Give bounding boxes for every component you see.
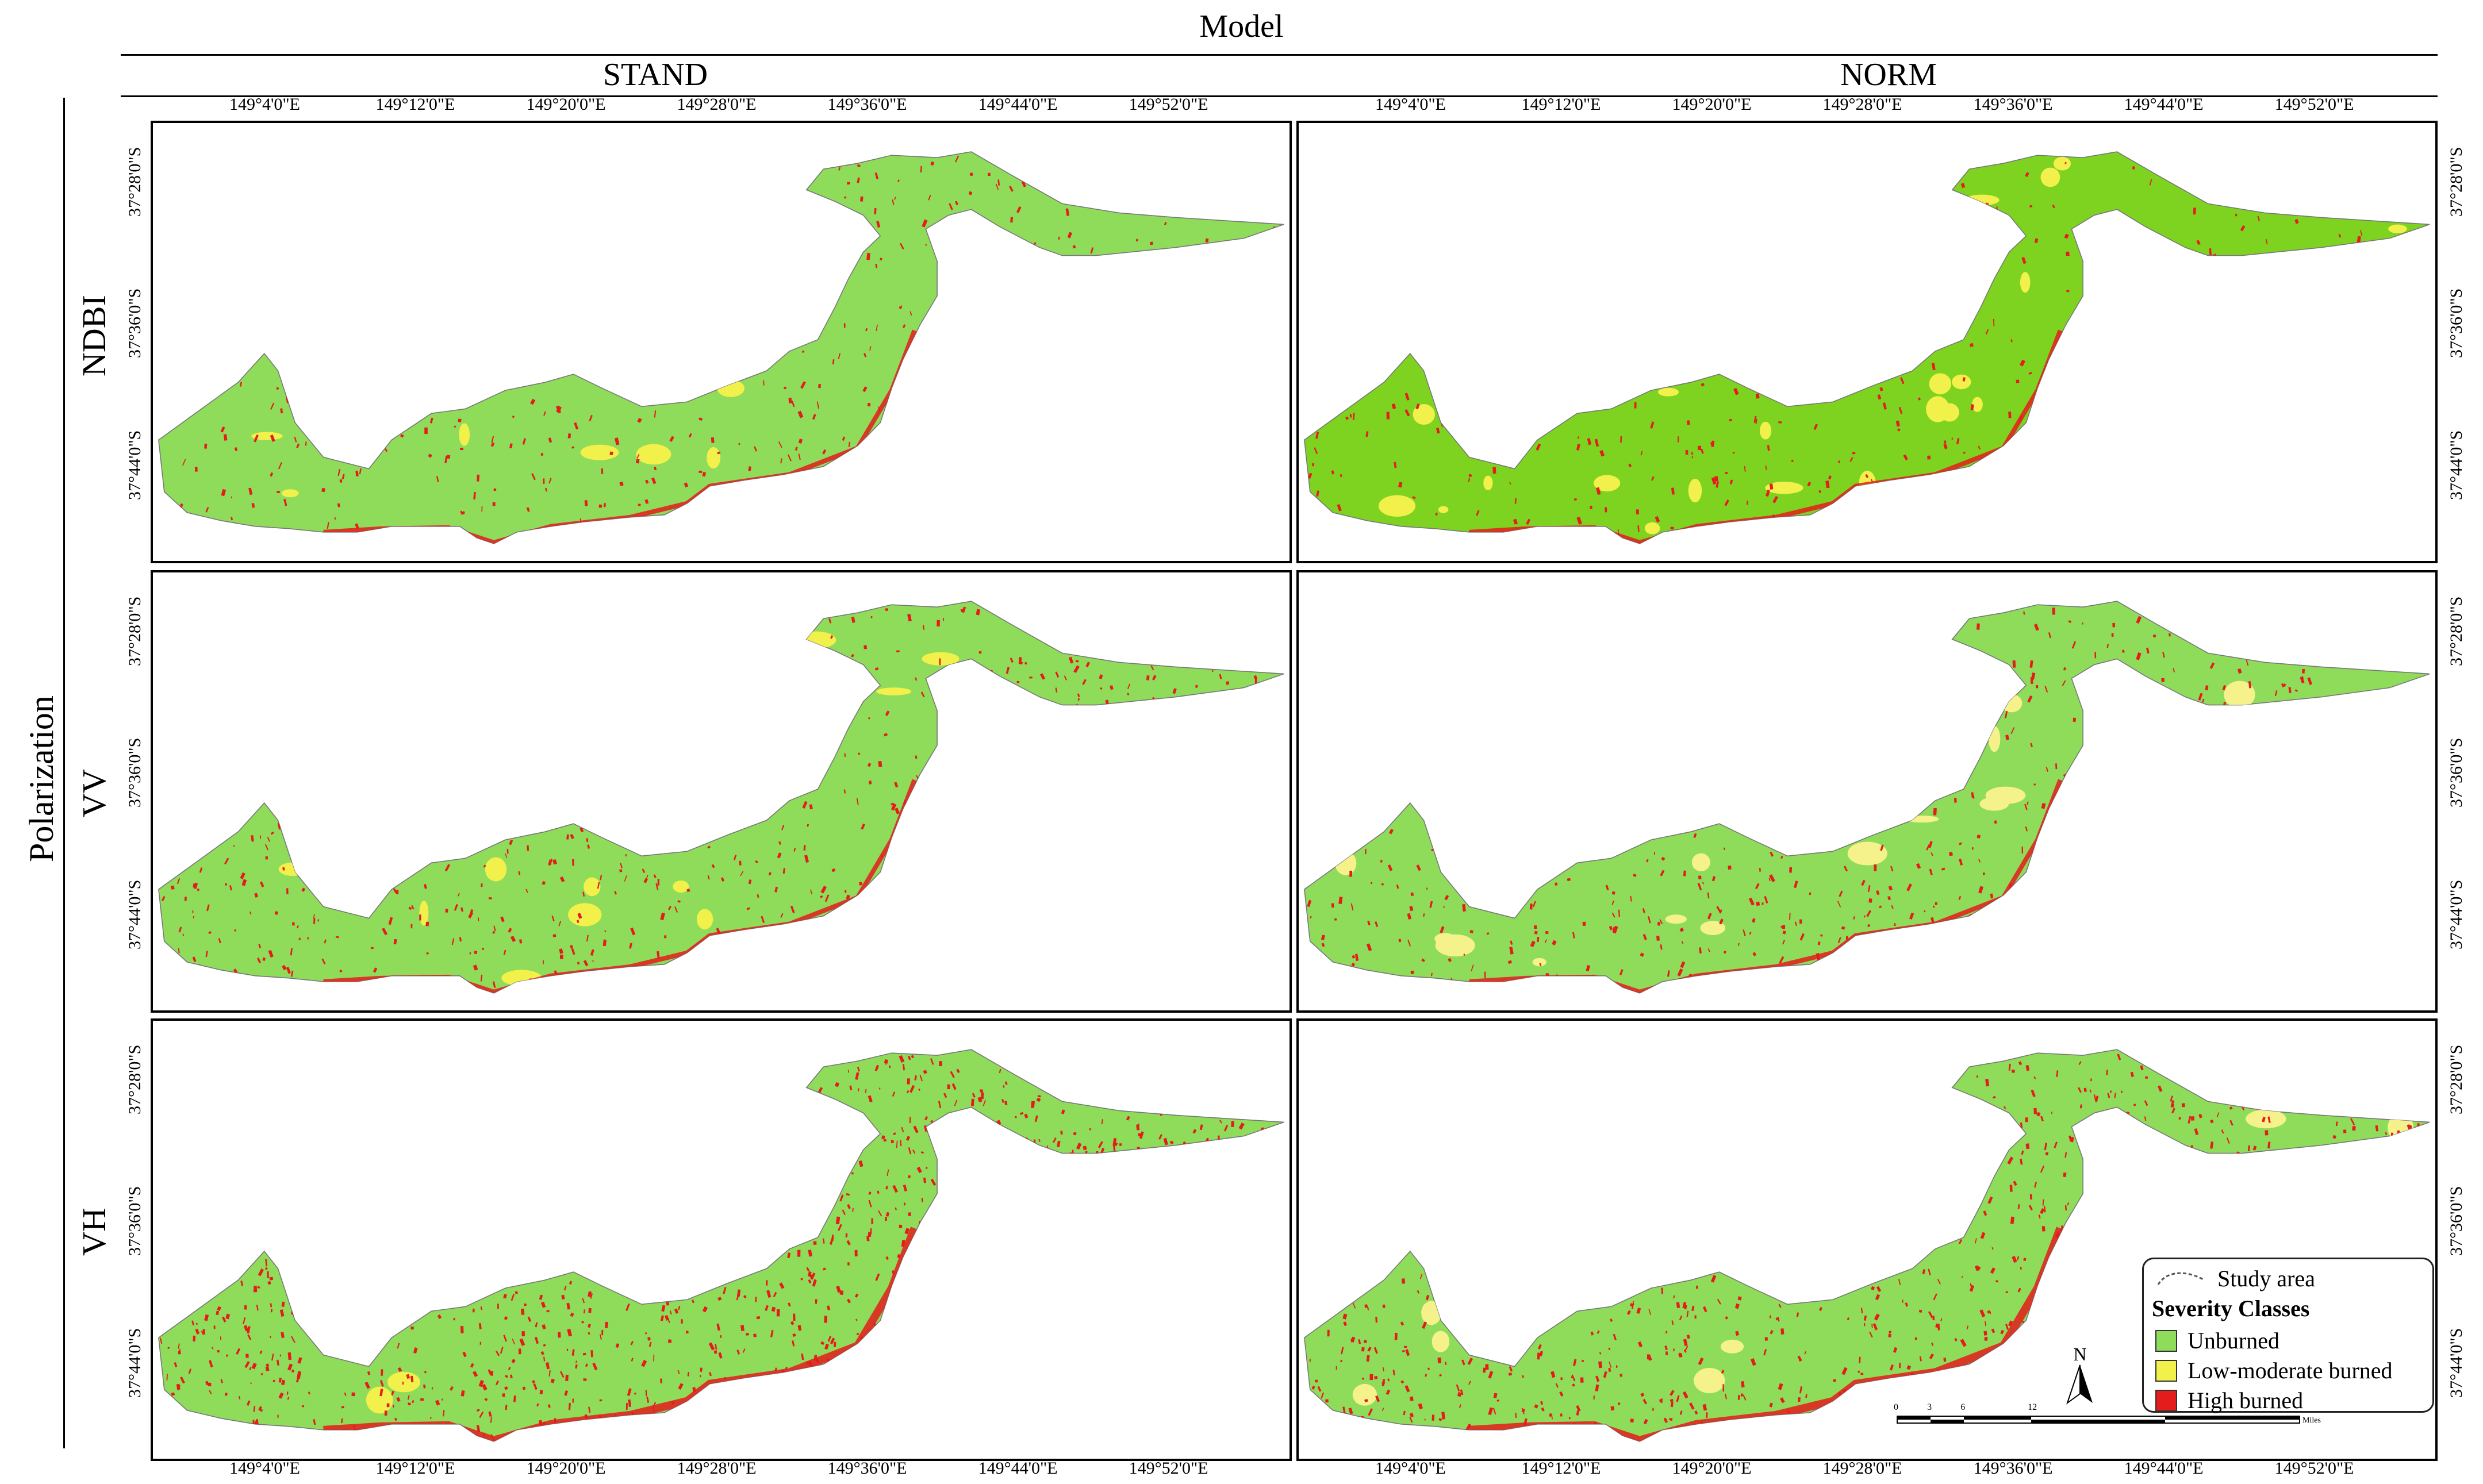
lat-tick-right-label: 37°44'0"S (2447, 1328, 2466, 1398)
legend-study-area: Study area (2155, 1265, 2315, 1292)
study-area-region (158, 151, 1284, 544)
scale-bar-graphic (1897, 1416, 2300, 1424)
map-panel-ndbi-stand (151, 121, 1292, 563)
scale-tick-label: 12 (2028, 1402, 2037, 1412)
north-arrow-icon (2066, 1364, 2093, 1405)
study-area-region (1304, 151, 2430, 544)
lat-tick-right-label: 37°28'0"S (2447, 596, 2466, 666)
model-title: Model (1199, 9, 1284, 44)
map-panel-vv-stand (151, 570, 1292, 1013)
polarization-title: Polarization (22, 695, 60, 862)
lat-tick-left-label: 37°28'0"S (125, 596, 144, 666)
row-label-vv: VV (75, 769, 113, 817)
lat-tick-left-label: 37°36'0"S (125, 289, 144, 359)
scale-tick-label: 0 (1894, 1402, 1898, 1412)
lat-tick-right-label: 37°28'0"S (2447, 147, 2466, 217)
burn-severity-map (158, 1049, 1284, 1442)
burn-severity-map (1304, 1049, 2430, 1442)
lat-tick-right-label: 37°36'0"S (2447, 738, 2466, 808)
legend: Study area Severity Classes Unburned Low… (2142, 1258, 2434, 1413)
lat-tick-left-label: 37°28'0"S (125, 1044, 144, 1114)
lon-tick-bottom-label: 149°4'0"E (229, 1459, 300, 1478)
column-divider (121, 95, 2438, 97)
legend-study-area-label: Study area (2217, 1266, 2315, 1291)
lon-tick-bottom-label: 149°44'0"E (2124, 1459, 2204, 1478)
legend-label-unburned: Unburned (2188, 1328, 2279, 1354)
lon-tick-top-label: 149°44'0"E (2124, 95, 2204, 114)
lon-tick-bottom-label: 149°28'0"E (677, 1459, 757, 1478)
scale-unit: Miles (2302, 1416, 2321, 1425)
legend-swatch-low-moderate (2155, 1359, 2177, 1382)
legend-item-unburned: Unburned (2155, 1327, 2279, 1354)
lat-tick-right-label: 37°44'0"S (2447, 430, 2466, 500)
legend-title: Severity Classes (2152, 1295, 2310, 1321)
lon-tick-top-label: 149°36'0"E (827, 95, 907, 114)
lon-tick-bottom-label: 149°52'0"E (2274, 1459, 2354, 1478)
lon-tick-bottom-label: 149°20'0"E (1672, 1459, 1752, 1478)
study-area-region (158, 1049, 1284, 1442)
legend-item-low-moderate: Low-moderate burned (2155, 1357, 2393, 1384)
scale-tick-label: 6 (1960, 1402, 1966, 1412)
lat-tick-left-label: 37°36'0"S (125, 1186, 144, 1256)
lat-tick-left-label: 37°44'0"S (125, 879, 144, 949)
lat-tick-left-label: 37°44'0"S (125, 430, 144, 500)
lon-tick-top-label: 149°4'0"E (1375, 95, 1446, 114)
lon-tick-top-label: 149°12'0"E (1521, 95, 1601, 114)
row-label-ndbi: NDBI (75, 295, 113, 376)
legend-label-high: High burned (2188, 1387, 2304, 1413)
burn-severity-map (158, 601, 1284, 994)
lon-tick-top-label: 149°12'0"E (375, 95, 455, 114)
lat-tick-right-label: 37°28'0"S (2447, 1044, 2466, 1114)
model-divider (121, 54, 2438, 56)
study-area-region (158, 601, 1284, 994)
lat-tick-right-label: 37°44'0"S (2447, 879, 2466, 949)
lon-tick-top-label: 149°28'0"E (677, 95, 757, 114)
north-arrow: N (2063, 1344, 2097, 1408)
legend-item-high: High burned (2155, 1387, 2303, 1414)
lat-tick-left-label: 37°36'0"S (125, 738, 144, 808)
lon-tick-top-label: 149°44'0"E (978, 95, 1058, 114)
lon-tick-top-label: 149°4'0"E (229, 95, 300, 114)
lon-tick-top-label: 149°28'0"E (1822, 95, 1902, 114)
lon-tick-top-label: 149°20'0"E (1672, 95, 1752, 114)
north-label: N (2073, 1344, 2087, 1364)
polarization-divider (63, 98, 65, 1448)
lon-tick-bottom-label: 149°20'0"E (526, 1459, 606, 1478)
lon-tick-bottom-label: 149°12'0"E (375, 1459, 455, 1478)
lon-tick-bottom-label: 149°28'0"E (1822, 1459, 1902, 1478)
burn-severity-map (1304, 151, 2430, 544)
scale-tick-label: 3 (1927, 1402, 1932, 1412)
lat-tick-right-label: 37°36'0"S (2447, 289, 2466, 359)
lat-tick-right-label: 37°36'0"S (2447, 1186, 2466, 1256)
lon-tick-bottom-label: 149°12'0"E (1521, 1459, 1601, 1478)
row-label-vh: VH (75, 1208, 113, 1256)
lon-tick-top-label: 149°52'0"E (2274, 95, 2354, 114)
study-area-outline-icon (2157, 1272, 2205, 1285)
lon-tick-top-label: 149°36'0"E (1973, 95, 2053, 114)
lon-tick-top-label: 149°52'0"E (1129, 95, 1208, 114)
lon-tick-top-label: 149°20'0"E (526, 95, 606, 114)
lon-tick-bottom-label: 149°36'0"E (827, 1459, 907, 1478)
legend-swatch-high (2155, 1389, 2177, 1412)
burn-severity-map (158, 151, 1284, 544)
lon-tick-bottom-label: 149°44'0"E (978, 1459, 1058, 1478)
study-area-region (1304, 601, 2430, 994)
column-title-stand: STAND (602, 57, 708, 93)
legend-label-low-moderate: Low-moderate burned (2188, 1358, 2393, 1383)
scale-bar: 036121824 Miles (1894, 1402, 2321, 1431)
column-title-norm: NORM (1840, 57, 1937, 93)
burn-severity-map (1304, 601, 2430, 994)
map-panel-vv-norm (1296, 570, 2438, 1013)
lon-tick-bottom-label: 149°52'0"E (1129, 1459, 1208, 1478)
map-panel-ndbi-norm (1296, 121, 2438, 563)
legend-swatch-unburned (2155, 1329, 2177, 1352)
map-panel-vh-stand (151, 1018, 1292, 1461)
lon-tick-bottom-label: 149°4'0"E (1375, 1459, 1446, 1478)
lon-tick-bottom-label: 149°36'0"E (1973, 1459, 2053, 1478)
lat-tick-left-label: 37°28'0"S (125, 147, 144, 217)
lat-tick-left-label: 37°44'0"S (125, 1328, 144, 1398)
